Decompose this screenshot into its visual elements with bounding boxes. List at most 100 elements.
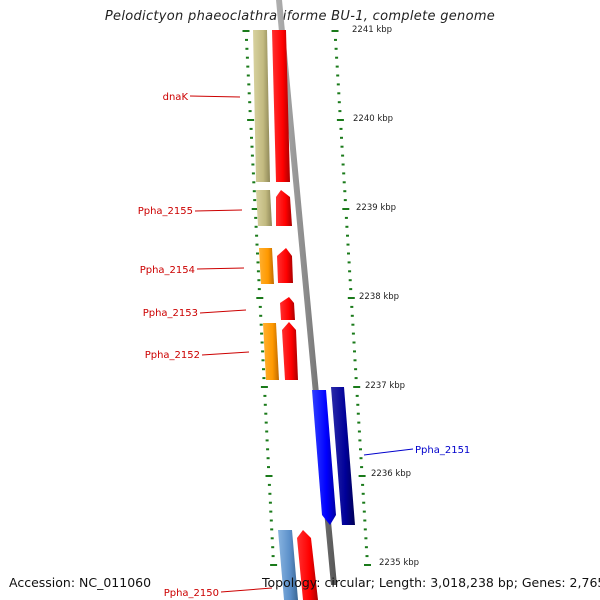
tick-mark xyxy=(358,475,366,477)
tick-mark xyxy=(350,305,354,308)
tick-mark xyxy=(357,430,361,433)
tick-mark xyxy=(245,56,249,59)
tick-mark xyxy=(356,403,360,406)
tick-mark xyxy=(266,448,270,451)
dnak-label[interactable]: dnaK xyxy=(163,92,189,103)
gene-labels: dnaK Ppha_2155 Ppha_2154 Ppha_2153 Ppha_… xyxy=(138,92,471,599)
ppha-2152-cds-arrow[interactable] xyxy=(282,322,298,380)
tick-mark xyxy=(362,501,366,504)
tick-mark xyxy=(267,466,270,469)
tick-mark xyxy=(342,172,346,175)
tick-mark xyxy=(256,261,260,264)
tick-mark xyxy=(347,261,351,264)
tick-mark xyxy=(270,528,274,531)
tick-mark xyxy=(346,243,350,246)
map-title: Pelodictyon phaeoclathratiforme BU-1, co… xyxy=(104,9,496,24)
tick-mark xyxy=(251,172,255,175)
tick-mark xyxy=(264,421,268,424)
dnak-gene-feature[interactable] xyxy=(253,30,270,182)
ppha-2150-label[interactable]: Ppha_2150 xyxy=(164,588,219,599)
kbp-label-2241: 2241 kbp xyxy=(352,25,392,35)
kbp-label-2239: 2239 kbp xyxy=(356,203,396,213)
tick-mark xyxy=(248,110,252,113)
ppha-2154-label[interactable]: Ppha_2154 xyxy=(140,265,195,276)
ppha-2154-gene-feature[interactable] xyxy=(259,248,274,284)
kbp-label-2240: 2240 kbp xyxy=(353,114,393,124)
tick-mark xyxy=(355,394,359,397)
ppha-2152-leader-line xyxy=(201,351,250,356)
tick-mark xyxy=(260,341,264,344)
tick-mark xyxy=(349,288,353,291)
tick-mark xyxy=(256,297,264,299)
tick-mark xyxy=(356,412,360,415)
tick-mark xyxy=(267,483,271,486)
tick-mark xyxy=(271,555,275,558)
ppha-2154-leader-line xyxy=(196,267,245,270)
tick-mark xyxy=(245,38,248,41)
right-tick-marks xyxy=(331,30,371,566)
tick-mark xyxy=(348,270,352,273)
tick-mark xyxy=(347,252,350,255)
tick-mark xyxy=(351,323,355,326)
tick-mark xyxy=(264,412,268,415)
tick-mark xyxy=(255,234,259,237)
ppha-2154-cds-arrow[interactable] xyxy=(277,248,293,283)
tick-mark xyxy=(360,466,364,469)
ppha-2151-gene-feature[interactable] xyxy=(331,387,355,525)
ppha-2155-gene-feature[interactable] xyxy=(256,190,272,226)
tick-mark xyxy=(362,510,366,513)
ppha-2152-label[interactable]: Ppha_2152 xyxy=(145,350,200,361)
kbp-label-2236: 2236 kbp xyxy=(371,469,411,479)
tick-mark xyxy=(331,30,339,32)
tick-mark xyxy=(364,537,368,540)
ppha-2155-cds-arrow[interactable] xyxy=(276,190,292,226)
ppha-2151-cds-arrow[interactable] xyxy=(312,390,336,525)
tick-mark xyxy=(340,136,343,139)
tick-mark xyxy=(261,350,265,353)
tick-mark xyxy=(255,243,259,246)
ppha-2153-label[interactable]: Ppha_2153 xyxy=(143,308,198,319)
tick-mark xyxy=(340,145,344,148)
tick-mark xyxy=(334,38,337,41)
ppha-2152-gene-feature[interactable] xyxy=(263,323,279,380)
tick-mark xyxy=(345,225,349,228)
dnak-cds-arrow[interactable] xyxy=(272,30,290,182)
tick-mark xyxy=(342,208,350,210)
ppha-2150-gene-feature[interactable] xyxy=(278,530,298,600)
tick-mark xyxy=(259,314,263,317)
tick-mark xyxy=(363,528,367,531)
tick-mark xyxy=(246,74,250,77)
tick-mark xyxy=(248,101,252,104)
tick-mark xyxy=(335,65,339,68)
tick-mark xyxy=(261,359,265,362)
tick-mark xyxy=(346,234,349,237)
tick-mark xyxy=(250,145,254,148)
ppha-2155-label[interactable]: Ppha_2155 xyxy=(138,206,193,217)
tick-mark xyxy=(271,546,275,549)
tick-mark xyxy=(257,288,261,291)
tick-mark xyxy=(269,519,273,522)
ppha-2150-cds-arrow[interactable] xyxy=(297,530,318,600)
tick-mark xyxy=(336,119,344,121)
tick-mark xyxy=(364,546,368,549)
tick-mark xyxy=(347,297,355,299)
tick-mark xyxy=(343,199,347,202)
tick-mark xyxy=(242,30,250,32)
tick-mark xyxy=(359,448,362,451)
tick-mark xyxy=(257,279,261,282)
ppha-2151-label[interactable]: Ppha_2151 xyxy=(415,445,470,456)
ppha-2151-leader-line xyxy=(363,448,414,456)
tick-mark xyxy=(263,394,267,397)
tick-mark xyxy=(353,386,361,388)
tick-mark xyxy=(337,101,341,104)
dnak-leader-line xyxy=(189,95,241,98)
tick-mark xyxy=(357,421,361,424)
tick-mark xyxy=(266,457,270,460)
kbp-label-2235: 2235 kbp xyxy=(379,558,419,568)
tick-mark xyxy=(354,368,358,371)
tick-mark xyxy=(341,163,345,166)
ppha-2153-cds-arrow[interactable] xyxy=(280,297,295,320)
tick-mark xyxy=(254,216,258,219)
tick-mark xyxy=(359,457,363,460)
tick-mark xyxy=(270,564,278,566)
